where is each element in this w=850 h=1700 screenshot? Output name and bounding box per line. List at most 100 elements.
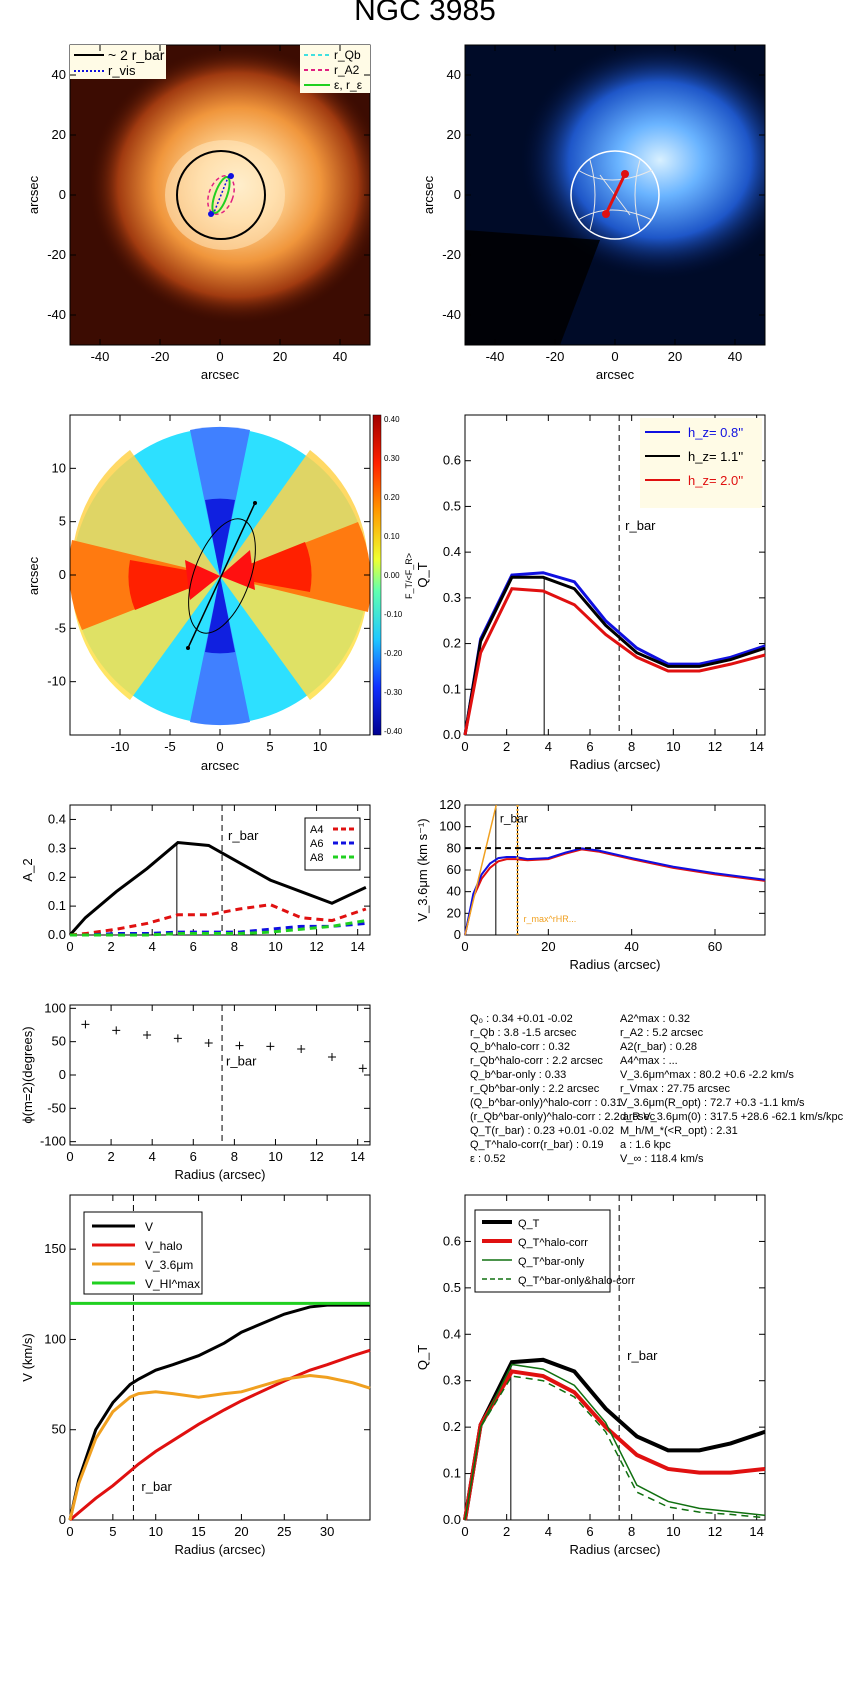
- series-line-1: [69, 903, 367, 937]
- y-tick-label: 50: [52, 1422, 66, 1437]
- y-tick-label: 0.4: [48, 811, 66, 826]
- y-tick-label: -40: [442, 307, 461, 322]
- y-tick-label: 0.3: [48, 840, 66, 855]
- colorbar-tick-label: 0.20: [384, 493, 400, 502]
- x-tick-label: 10: [313, 739, 327, 754]
- plot-frame: [464, 1194, 766, 1521]
- x-tick-label: 8: [628, 739, 635, 754]
- y-tick-label: 80: [447, 840, 461, 855]
- colorbar-tick-label: -0.40: [384, 727, 403, 736]
- series-line-0: [463, 571, 766, 736]
- rbar-label: r_bar: [627, 1348, 658, 1363]
- phase-point: [358, 1064, 367, 1073]
- y-tick-label: 0.0: [443, 1512, 461, 1527]
- x-tick-label: 8: [628, 1524, 635, 1539]
- x-tick-label: 6: [190, 1149, 197, 1164]
- y-tick-label: 10: [52, 460, 66, 475]
- x-tick-label: 0: [461, 939, 468, 954]
- legend-label-3: Q_T^bar-only&halo-corr: [518, 1275, 635, 1287]
- rbar-label: r_bar: [228, 828, 259, 843]
- x-tick-label: 12: [309, 1149, 323, 1164]
- force-lines: [577, 159, 653, 231]
- phase-point: [327, 1053, 336, 1061]
- panel-image-contours: ~ 2 r_bar r_vis r_Qb r_A2 ε, r_ε -40 -20 0…: [26, 44, 371, 382]
- y-tick-label: 0: [454, 187, 461, 202]
- rmax-label: r_max^rHR...: [524, 914, 577, 924]
- y-axis-label: V_3.6μm (km s⁻¹): [415, 818, 430, 921]
- y-tick-label: 0.4: [443, 544, 461, 559]
- x-tick-label: 14: [749, 1524, 763, 1539]
- legend-rqb: r_Qb: [334, 48, 361, 62]
- y-tick-label: -50: [47, 1100, 66, 1115]
- y-tick-label: 120: [439, 797, 461, 812]
- x-tick-label: 0: [66, 939, 73, 954]
- x-axis-label: Radius (arcsec): [569, 1542, 660, 1557]
- x-axis-label: Radius (arcsec): [569, 757, 660, 772]
- y-tick-label: 40: [52, 67, 66, 82]
- legend-2rbar: ~ 2 r_bar: [108, 47, 165, 63]
- y-tick-label: 0.1: [48, 898, 66, 913]
- x-tick-label: 8: [231, 939, 238, 954]
- x-tick-label: 10: [268, 1149, 282, 1164]
- y-axis-label: V (km/s): [20, 1333, 35, 1381]
- x-tick-label: 15: [191, 1524, 205, 1539]
- colorbar-tick-label: 0.00: [384, 571, 400, 580]
- legend-label-0: h_z= 0.8'': [688, 425, 743, 440]
- plot-frame: [69, 1194, 371, 1521]
- rvis-line: [212, 174, 230, 216]
- x-tick-label: 0: [66, 1149, 73, 1164]
- x-tick-label: 8: [231, 1149, 238, 1164]
- y-tick-label: 0.2: [443, 1419, 461, 1434]
- x-tick-label: 2: [107, 939, 114, 954]
- y-tick-label: 0.5: [443, 498, 461, 513]
- y-tick-label: 0.1: [443, 681, 461, 696]
- panel-fourier-amplitudes: 0 2 4 6 8 10 12 14 0.0 0.1 0.2 0.3 0.4 A_2 r_bar A4 A6 A8: [20, 804, 371, 954]
- x-tick-label: 4: [545, 1524, 552, 1539]
- x-tick-label: 40: [333, 349, 347, 364]
- ylabel-force-field: arcsec: [421, 175, 436, 214]
- series-line-1: [463, 1369, 766, 1521]
- panel-velocity-decomposition: 0 5 10 15 20 25 30 0 50 100 150 Radius (arcsec) V (k…: [20, 1194, 371, 1557]
- x-tick-label: 20: [541, 939, 555, 954]
- colorbar-tick-label: 0.40: [384, 415, 400, 424]
- y-tick-label: 40: [447, 67, 461, 82]
- x-tick-label: 10: [148, 1524, 162, 1539]
- y-tick-label: 60: [447, 862, 461, 877]
- y-tick-label: 0.3: [443, 590, 461, 605]
- rbar-label: r_bar: [226, 1054, 257, 1069]
- colorbar-label: F_T/<F_R>: [404, 553, 414, 599]
- axes-tangential-map: -10 -5 0 5 10 -10 -5 0 5 10: [47, 415, 370, 754]
- y-tick-label: 0.6: [443, 453, 461, 468]
- x-tick-label: 0: [461, 739, 468, 754]
- x-tick-label: 6: [190, 939, 197, 954]
- panel-qt-vs-radius: 0 2 4 6 8 10 12 14 0.0 0.1 0.2 0.3 0.4 0.5 0.6 Radius (…: [415, 414, 766, 772]
- colorbar-tick-label: -0.20: [384, 649, 403, 658]
- axes-force-field: -40 -20 0 20 40 -40 -20 0 20 40: [442, 45, 765, 364]
- x-tick-label: 6: [586, 739, 593, 754]
- x-tick-label: 0: [216, 349, 223, 364]
- x-tick-label: 14: [749, 739, 763, 754]
- phase-point: [173, 1034, 182, 1043]
- x-tick-label: 0: [611, 349, 618, 364]
- x-tick-label: 4: [545, 739, 552, 754]
- y-tick-label: 20: [52, 127, 66, 142]
- series-line-3: [70, 919, 367, 937]
- x-tick-label: 14: [350, 1149, 364, 1164]
- y-tick-label: 0: [59, 567, 66, 582]
- ra2-ellipse: [207, 175, 235, 215]
- phase-point: [204, 1039, 213, 1047]
- colorbar-tick-label: -0.10: [384, 610, 403, 619]
- axes-image-contours: -40 -20 0 20 40 -40 -20 0 20 40: [47, 45, 370, 364]
- x-tick-label: 20: [234, 1524, 248, 1539]
- x-tick-label: 30: [320, 1524, 334, 1539]
- y-axis-label: ϕ(m=2)(degrees): [20, 1026, 35, 1123]
- colorbar: [372, 414, 382, 736]
- x-tick-label: 12: [309, 939, 323, 954]
- x-tick-label: 2: [503, 1524, 510, 1539]
- y-tick-label: -100: [40, 1134, 66, 1149]
- y-tick-label: 0.2: [48, 869, 66, 884]
- y-axis-label: A_2: [20, 858, 35, 881]
- x-tick-label: 12: [708, 1524, 722, 1539]
- x-tick-label: 40: [728, 349, 742, 364]
- rbar-label: r_bar: [141, 1479, 172, 1494]
